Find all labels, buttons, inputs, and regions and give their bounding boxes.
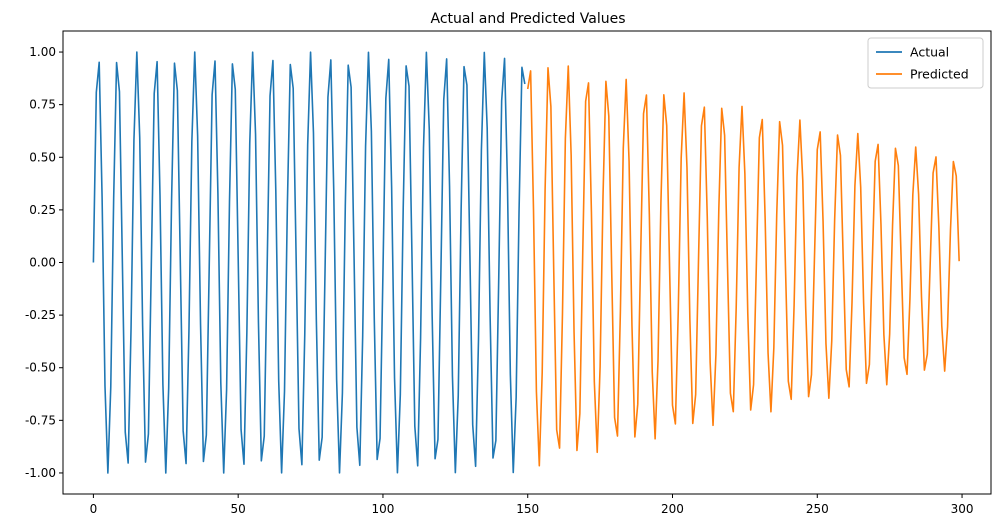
plot-area (63, 31, 991, 494)
y-axis: -1.00 -0.75 -0.50 -0.25 0.00 0.25 0.50 0.75 1.00 (25, 45, 63, 480)
y-tick-label: 0.50 (29, 150, 56, 164)
legend: Actual Predicted (867, 37, 984, 89)
y-tick-label: 1.00 (29, 45, 56, 59)
x-tick-label: 50 (231, 502, 246, 516)
y-tick-label: 0.75 (29, 98, 56, 112)
series-layer (92, 51, 960, 474)
y-tick-label: -1.00 (25, 466, 56, 480)
x-axis: 0 50 100 150 200 250 300 (90, 494, 974, 516)
legend-label-actual: Actual (910, 45, 949, 60)
chart-title: Actual and Predicted Values (430, 11, 625, 27)
series-line-predicted (526, 65, 960, 467)
legend-box (867, 37, 984, 89)
y-tick-label: -0.50 (25, 361, 56, 375)
x-tick-label: 150 (516, 502, 539, 516)
x-tick-label: 100 (371, 502, 394, 516)
y-tick-label: 0.25 (29, 203, 56, 217)
legend-label-predicted: Predicted (910, 67, 969, 82)
x-tick-label: 200 (661, 502, 684, 516)
x-tick-label: 0 (90, 502, 98, 516)
y-tick-label: 0.00 (29, 256, 56, 270)
series-line-actual (92, 51, 526, 474)
y-tick-label: -0.75 (25, 413, 56, 427)
x-tick-label: 250 (806, 502, 829, 516)
x-tick-label: 300 (951, 502, 974, 516)
y-tick-label: -0.25 (25, 308, 56, 322)
